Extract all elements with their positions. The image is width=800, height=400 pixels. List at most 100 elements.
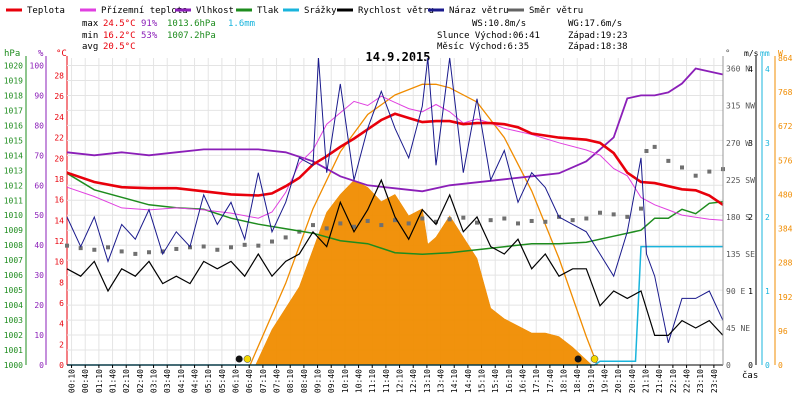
x-tick-label-32: 16:10 [505, 369, 514, 393]
x-tick-label-41: 20:40 [628, 369, 637, 393]
hpa-tick-3: 1003 [4, 316, 23, 325]
hpa-tick-19: 1019 [4, 76, 23, 85]
x-tick-label-18: 09:10 [314, 369, 323, 393]
hpa-tick-11: 1011 [4, 196, 23, 205]
temp-axis-unit: °C [56, 49, 67, 59]
legend-label-4: Srážky [304, 6, 337, 16]
wind-dir-point [283, 235, 288, 240]
wind-dir-point [78, 246, 83, 251]
dir-tick-8: 360 N [726, 65, 750, 74]
dir-tick-4: 180 S [726, 213, 750, 222]
wm2-axis-unit: W [778, 49, 783, 58]
wind-dir-point [160, 249, 165, 254]
hpa-axis-unit: hPa [4, 49, 20, 59]
moonrise-marker [235, 355, 243, 363]
wm2-tick-5: 480 [778, 190, 793, 199]
hpa-tick-12: 1012 [4, 181, 23, 190]
hpa-tick-7: 1007 [4, 256, 23, 265]
x-tick-label-23: 11:40 [382, 369, 391, 393]
wind-dir-point [270, 239, 274, 244]
chart-title: 14.9.2015 [365, 50, 430, 64]
dir-tick-1: 45 NE [726, 324, 750, 333]
mm-tick-0: 0 [765, 361, 770, 370]
pct-tick-7: 70 [34, 151, 44, 160]
hpa-tick-8: 1008 [4, 241, 23, 250]
wm2-tick-9: 864 [778, 54, 793, 63]
legend-label-3: Tlak [257, 6, 279, 16]
wm2-tick-6: 576 [778, 156, 793, 165]
x-tick-label-20: 10:10 [341, 369, 350, 393]
dir-tick-7: 315 NW [726, 102, 755, 111]
left-axes: hPa% °C1000100110021003100410051006100710… [4, 49, 68, 370]
wind-dir-point [666, 158, 671, 163]
ms-tick-4: 4 [748, 65, 753, 74]
wind-dir-point [652, 144, 657, 149]
series-wind-speed-line [66, 178, 724, 336]
wind-dir-point [434, 219, 438, 224]
series-solar-area [67, 179, 723, 366]
wind-dir-point [201, 244, 206, 249]
dir-axis-unit: ° [725, 49, 730, 59]
x-tick-label-11: 05:40 [218, 369, 227, 393]
wind-dir-point [598, 210, 602, 215]
pct-tick-5: 50 [34, 211, 44, 220]
pct-tick-3: 30 [34, 271, 44, 280]
x-tick-label-21: 10:40 [355, 369, 364, 393]
wind-dir-point [119, 249, 124, 254]
wm2-tick-8: 768 [778, 88, 793, 97]
legend: Teplota Přízemní teplota Vlhkost Tlak Srážky… [6, 6, 583, 16]
wm2-tick-7: 672 [778, 122, 793, 131]
mm-tick-1: 1 [765, 287, 770, 296]
stat-max-rain: 1.6mm [228, 19, 255, 29]
wind-dir-point [393, 218, 397, 223]
legend-label-7: Směr větru [529, 6, 583, 16]
stat-min-hum: 53% [141, 31, 158, 41]
ms-axis-unit: m/s [744, 49, 759, 58]
wind-dir-point [502, 216, 507, 221]
x-tick-label-43: 21:40 [655, 369, 664, 393]
hpa-tick-5: 1005 [4, 286, 23, 295]
x-tick-label-24: 12:10 [396, 369, 405, 393]
temp-tick-13: 26 [54, 92, 64, 101]
hpa-tick-17: 1017 [4, 106, 23, 115]
hpa-tick-9: 1009 [4, 226, 23, 235]
x-tick-label-35: 17:40 [546, 369, 555, 393]
temp-tick-8: 16 [54, 196, 64, 205]
x-tick-label-3: 01:40 [109, 369, 118, 393]
x-tick-label-7: 03:40 [163, 369, 172, 393]
hpa-tick-1: 1001 [4, 346, 23, 355]
x-tick-label-12: 06:10 [232, 369, 241, 393]
x-tick-label-16: 08:10 [286, 369, 295, 393]
dir-tick-0: 0 [726, 361, 731, 370]
moonset-marker [574, 355, 582, 363]
legend-label-2: Vlhkost [196, 6, 234, 16]
x-tick-label-13: 06:40 [245, 369, 254, 393]
legend-label-0: Teplota [27, 6, 65, 16]
wind-dir-point [65, 243, 69, 248]
sunrise-marker [243, 355, 252, 363]
wind-dir-point [215, 247, 220, 252]
x-tick-label-27: 13:40 [437, 369, 446, 393]
x-tick-label-1: 00:40 [81, 369, 90, 393]
hpa-tick-0: 1000 [4, 361, 23, 370]
wind-dir-point [611, 212, 616, 217]
hpa-tick-14: 1014 [4, 151, 23, 160]
series-humidity-line [66, 67, 724, 193]
wind-dir-point [461, 215, 466, 220]
series-ground-temp-line [66, 95, 724, 221]
mm-tick-2: 2 [765, 213, 770, 222]
wind-dir-point [680, 165, 684, 170]
wind-dir-point [707, 169, 712, 174]
x-tick-label-14: 07:10 [259, 369, 268, 393]
hpa-tick-15: 1015 [4, 136, 23, 145]
hpa-tick-10: 1010 [4, 211, 23, 220]
wind-dir-point [106, 245, 110, 250]
temp-tick-9: 18 [54, 175, 64, 184]
wind-dir-point [242, 242, 247, 247]
temp-tick-1: 2 [59, 340, 64, 349]
hpa-tick-20: 1020 [4, 61, 23, 70]
x-tick-label-38: 19:10 [587, 369, 596, 393]
wind-dir-point [406, 221, 411, 226]
